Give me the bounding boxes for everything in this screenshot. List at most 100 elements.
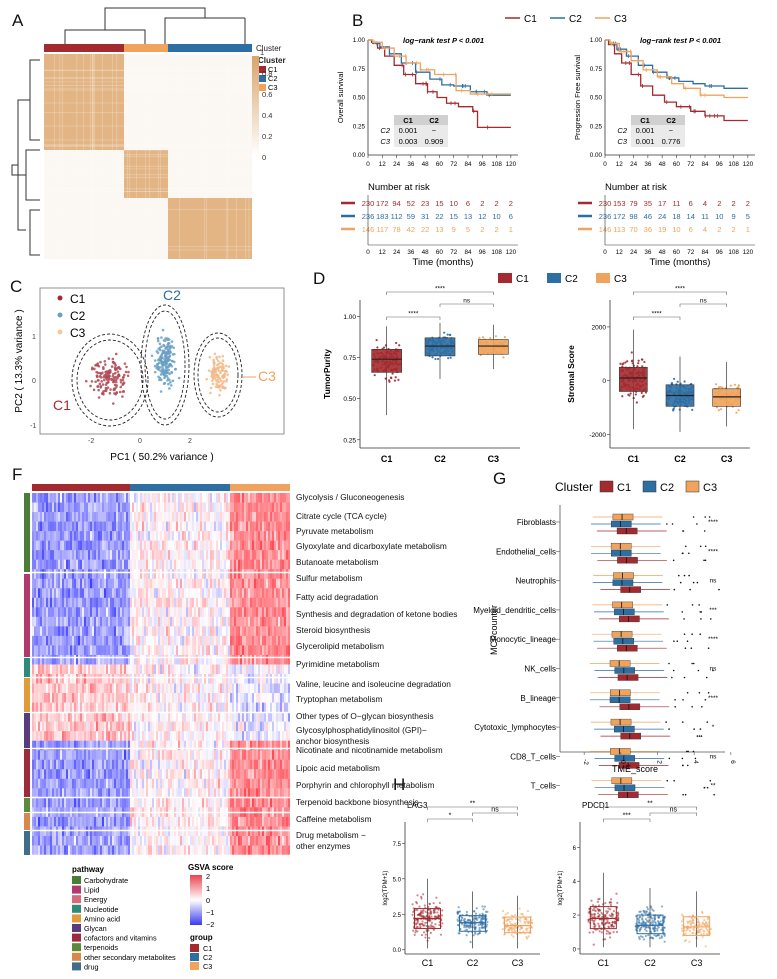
heat-cell xyxy=(120,521,122,532)
heat-cell xyxy=(120,588,122,599)
heat-cell xyxy=(122,616,124,627)
heat-cell xyxy=(82,731,84,741)
heat-cell xyxy=(152,521,154,532)
heat-cell xyxy=(226,569,228,580)
heat-cell xyxy=(266,721,268,732)
heat-cell xyxy=(190,588,192,599)
heat-cell xyxy=(274,654,276,665)
heat-cell xyxy=(126,616,128,627)
pca-point xyxy=(172,346,175,350)
heat-cell xyxy=(78,702,80,713)
heat-cell xyxy=(196,721,198,732)
heat-cell xyxy=(146,493,148,503)
heat-cell xyxy=(196,588,198,599)
heat-cell xyxy=(206,740,208,751)
pca-point xyxy=(164,351,168,354)
heat-cell xyxy=(166,512,168,522)
heat-cell xyxy=(270,674,272,684)
heat-cell xyxy=(88,731,90,741)
heat-cell xyxy=(248,654,250,665)
heat-cell xyxy=(168,702,170,713)
heat-cell xyxy=(54,550,56,560)
heat-cell xyxy=(102,674,104,684)
heat-cell xyxy=(174,674,176,684)
heat-cell xyxy=(48,616,50,627)
heat-cell xyxy=(146,531,148,541)
heat-cell xyxy=(54,712,56,722)
km-x-tick: 48 xyxy=(422,161,430,168)
heat-cell xyxy=(118,702,120,713)
heat-cell xyxy=(100,616,102,627)
heat-cell xyxy=(192,607,194,618)
data-point xyxy=(626,360,629,363)
heat-cell xyxy=(94,597,96,608)
heat-cell xyxy=(216,712,218,722)
heat-cell xyxy=(268,702,270,713)
heat-cell xyxy=(232,674,234,684)
heat-cell xyxy=(254,683,256,694)
heat-cell xyxy=(220,550,222,560)
heat-cell xyxy=(222,512,224,522)
heat-cell xyxy=(56,502,58,513)
heat-cell xyxy=(174,502,176,513)
heat-cell xyxy=(226,721,228,732)
heat-cell xyxy=(182,645,184,656)
heat-cell xyxy=(36,721,38,732)
heat-cell xyxy=(254,674,256,684)
heat-cell xyxy=(122,521,124,532)
heat-cell xyxy=(94,664,96,675)
heat-cell xyxy=(146,702,148,713)
heat-cell xyxy=(218,607,220,618)
heat-cell xyxy=(170,664,172,675)
heat-cell xyxy=(178,540,180,551)
heat-cell xyxy=(34,683,36,694)
heat-cell xyxy=(222,635,224,646)
heat-cell xyxy=(256,645,258,656)
heat-cell xyxy=(58,664,60,675)
heat-cell xyxy=(130,645,132,656)
heat-cell xyxy=(174,597,176,608)
heat-cell xyxy=(248,559,250,570)
heat-cell xyxy=(264,540,266,551)
heat-cell xyxy=(158,531,160,541)
heat-cell xyxy=(142,550,144,560)
heat-cell xyxy=(54,702,56,713)
heat-cell xyxy=(238,512,240,522)
heat-cell xyxy=(204,664,206,675)
heat-cell xyxy=(148,731,150,741)
heat-cell xyxy=(66,654,68,665)
heat-cell xyxy=(176,740,178,751)
heat-cell xyxy=(206,607,208,618)
heat-cell xyxy=(212,607,214,618)
heat-cell xyxy=(284,569,286,580)
heat-cell xyxy=(274,502,276,513)
heat-cell xyxy=(220,512,222,522)
heat-cell xyxy=(180,597,182,608)
heat-cell xyxy=(254,626,256,637)
heat-cell xyxy=(250,502,252,513)
sig-bracket xyxy=(386,291,494,295)
heat-cell xyxy=(216,521,218,532)
heat-cell xyxy=(286,559,288,570)
heat-cell xyxy=(230,559,232,570)
heat-cell xyxy=(122,588,124,599)
heat-cell xyxy=(72,616,74,627)
risk-value: 6 xyxy=(689,199,693,208)
heat-cell xyxy=(120,616,122,627)
heat-cell xyxy=(180,493,182,503)
heat-cell xyxy=(192,588,194,599)
heat-cell xyxy=(52,674,54,684)
heat-cell xyxy=(146,521,148,532)
heat-cell xyxy=(36,502,38,513)
heat-cell xyxy=(188,493,190,503)
heat-cell xyxy=(218,502,220,513)
heat-cell xyxy=(110,588,112,599)
heat-cell xyxy=(34,664,36,675)
heat-cell xyxy=(98,683,100,694)
heat-cell xyxy=(232,493,234,503)
heat-cell xyxy=(282,645,284,656)
heat-cell xyxy=(138,731,140,741)
heat-cell xyxy=(96,502,98,513)
heat-cell xyxy=(52,750,54,761)
heat-cell xyxy=(62,502,64,513)
